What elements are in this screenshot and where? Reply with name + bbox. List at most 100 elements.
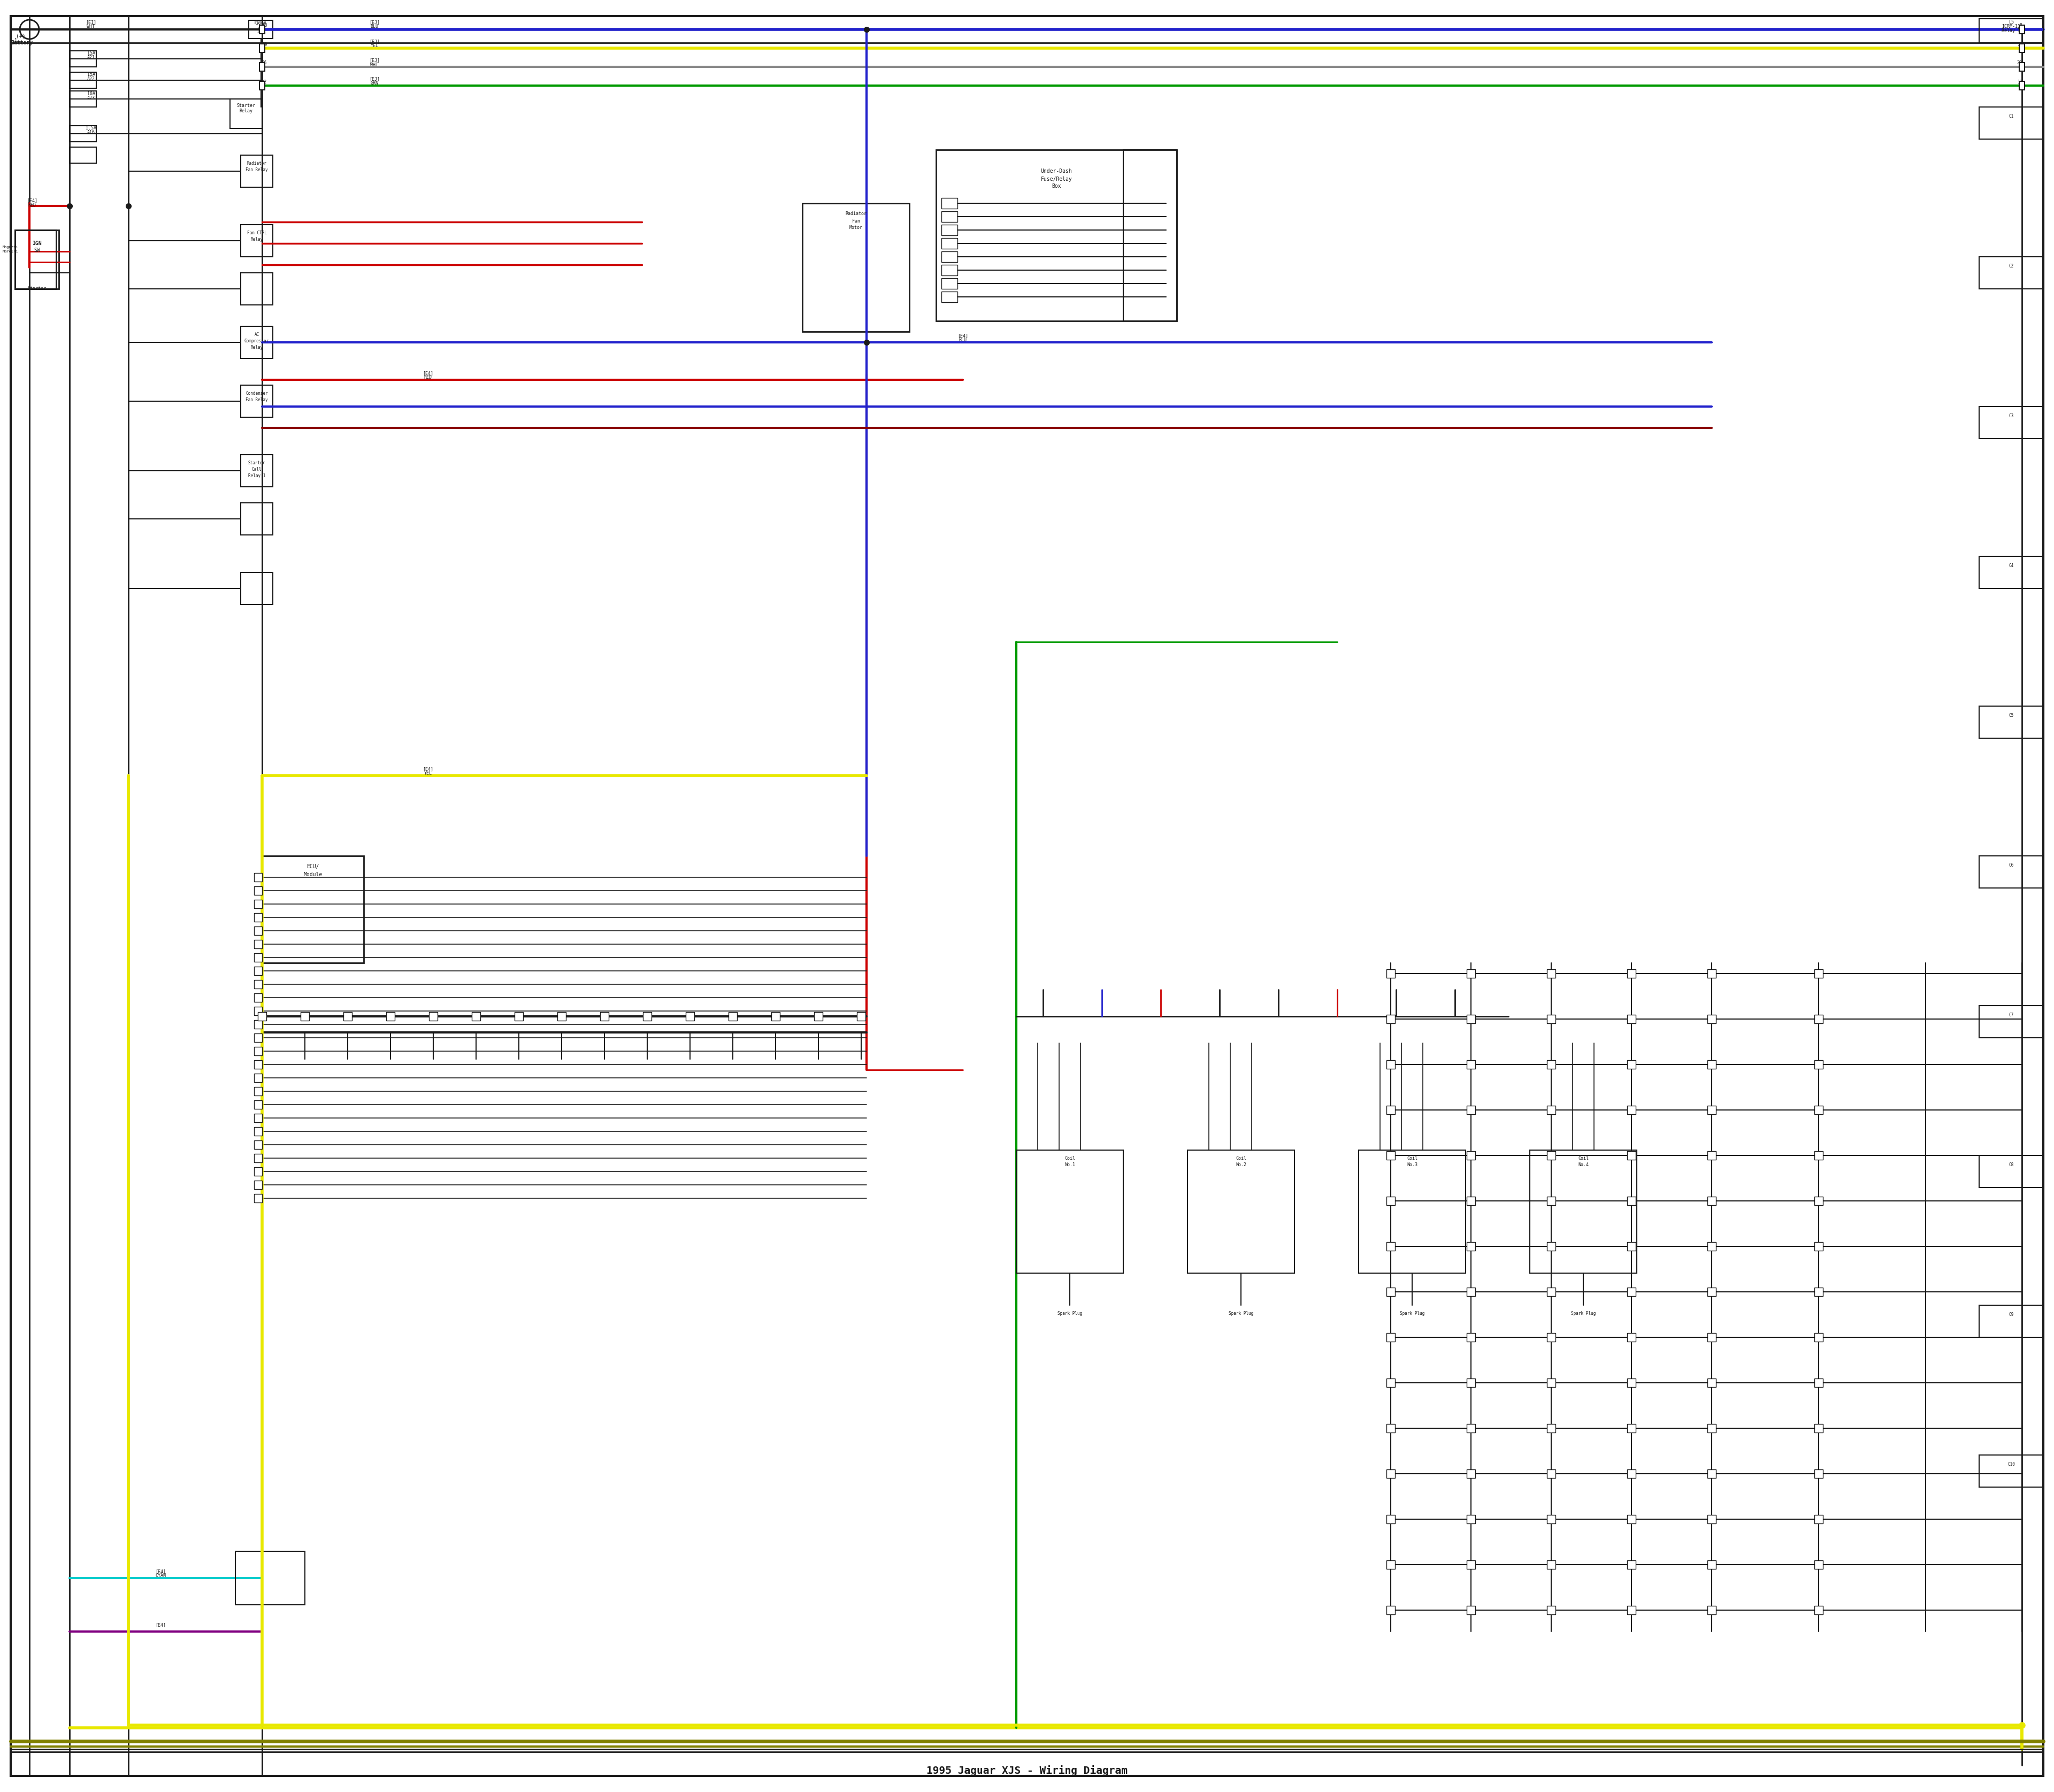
Bar <box>1707 1061 1715 1068</box>
Text: YEL: YEL <box>423 771 431 776</box>
Bar <box>1467 1606 1475 1615</box>
Bar <box>941 278 957 289</box>
Text: RED: RED <box>29 202 37 208</box>
Bar <box>255 1007 263 1016</box>
Text: 42: 42 <box>263 79 267 84</box>
Bar <box>1980 857 2044 889</box>
Bar <box>1707 1014 1715 1023</box>
Text: Battery: Battery <box>10 39 33 45</box>
Bar <box>1814 1061 1824 1068</box>
Bar <box>2019 81 2025 90</box>
Text: Fan Relay: Fan Relay <box>246 398 267 401</box>
Bar <box>1707 1606 1715 1615</box>
Bar <box>729 1012 737 1021</box>
Text: C5: C5 <box>2009 713 2013 719</box>
Bar <box>240 504 273 536</box>
Bar <box>1814 969 1824 978</box>
Bar <box>1707 1425 1715 1432</box>
Bar <box>240 572 273 604</box>
Bar <box>259 25 265 34</box>
Bar <box>1386 1288 1395 1296</box>
Text: No.1: No.1 <box>1064 1163 1074 1167</box>
Text: C10: C10 <box>2007 1462 2015 1468</box>
Text: Fan Relay: Fan Relay <box>246 167 267 172</box>
Bar <box>255 900 263 909</box>
Bar <box>240 455 273 487</box>
Text: 29: 29 <box>2017 61 2021 66</box>
Text: Coil: Coil <box>1064 1156 1074 1161</box>
Bar <box>70 147 97 163</box>
Text: C1: C1 <box>2009 115 2013 118</box>
Bar <box>1814 1197 1824 1206</box>
Text: Compressor: Compressor <box>244 339 269 342</box>
Text: ICRM-11: ICRM-11 <box>2003 25 2021 29</box>
Bar <box>1980 256 2044 289</box>
Bar <box>429 1012 438 1021</box>
Text: A16: A16 <box>86 131 94 134</box>
Bar <box>259 63 265 72</box>
Text: Box: Box <box>1052 183 1062 188</box>
Text: 15A: 15A <box>86 72 94 77</box>
Bar <box>1547 1469 1555 1478</box>
Text: Radiator: Radiator <box>844 211 867 217</box>
Bar <box>1386 1197 1395 1206</box>
Text: C3: C3 <box>2009 414 2013 419</box>
Bar <box>2019 63 2025 72</box>
Bar <box>813 1012 824 1021</box>
Bar <box>1707 1106 1715 1115</box>
Bar <box>1707 1514 1715 1523</box>
Bar <box>255 1127 263 1136</box>
Bar <box>1547 1150 1555 1159</box>
Bar <box>1980 1455 2044 1487</box>
Bar <box>472 1012 481 1021</box>
Text: 1: 1 <box>257 30 259 34</box>
Bar <box>1707 1333 1715 1342</box>
Bar <box>1467 1061 1475 1068</box>
Text: Spark Plug: Spark Plug <box>1399 1310 1425 1315</box>
Bar <box>1467 1561 1475 1570</box>
Bar <box>70 72 97 88</box>
Bar <box>255 1073 263 1082</box>
Bar <box>259 1012 267 1021</box>
Bar <box>255 1047 263 1055</box>
Text: C2: C2 <box>2009 263 2013 269</box>
Text: YEL: YEL <box>370 43 378 48</box>
Bar <box>1627 1606 1635 1615</box>
Bar <box>941 211 957 222</box>
Text: Coil: Coil <box>1407 1156 1417 1161</box>
Bar <box>1627 1378 1635 1387</box>
Text: C6: C6 <box>2009 864 2013 867</box>
Bar <box>1547 1333 1555 1342</box>
Text: 8: 8 <box>2019 23 2021 29</box>
Text: [EI]: [EI] <box>86 20 97 25</box>
Bar <box>240 156 273 186</box>
Text: GRN: GRN <box>370 81 378 86</box>
Bar <box>1627 969 1635 978</box>
Bar <box>1627 1106 1635 1115</box>
Text: Starter: Starter <box>249 461 265 466</box>
Text: 10A: 10A <box>86 91 94 97</box>
Bar <box>1386 1014 1395 1023</box>
Bar <box>1530 1150 1637 1272</box>
Text: No.2: No.2 <box>1237 1163 1247 1167</box>
Bar <box>1467 1106 1475 1115</box>
Text: [E4]: [E4] <box>156 1624 166 1627</box>
Bar <box>1386 1378 1395 1387</box>
Bar <box>772 1012 781 1021</box>
Bar <box>941 251 957 262</box>
Text: No.3: No.3 <box>1407 1163 1417 1167</box>
Bar <box>1547 1106 1555 1115</box>
Bar <box>1627 1288 1635 1296</box>
Bar <box>600 1012 608 1021</box>
Bar <box>343 1012 351 1021</box>
Bar <box>1707 1242 1715 1251</box>
Text: [E4]: [E4] <box>423 767 433 772</box>
Bar <box>1547 969 1555 978</box>
Bar <box>255 926 263 935</box>
Bar <box>1814 1561 1824 1570</box>
Text: Magneti: Magneti <box>2 246 18 249</box>
Bar <box>240 224 273 256</box>
Bar <box>1386 1469 1395 1478</box>
Bar <box>255 914 263 921</box>
Bar <box>1707 1150 1715 1159</box>
